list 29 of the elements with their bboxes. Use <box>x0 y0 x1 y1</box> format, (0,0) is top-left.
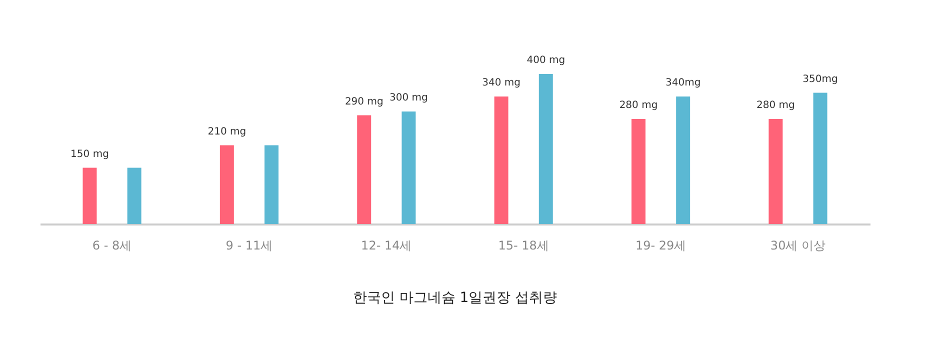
data-label: 280 mg <box>619 100 658 111</box>
bar <box>82 168 97 224</box>
x-tick-label: 9 - 11세 <box>226 238 273 252</box>
bar <box>357 115 372 224</box>
bar <box>220 145 234 224</box>
data-label: 340 mg <box>482 78 520 88</box>
text: 한국인 마그네슘 1일권장 섭취량 <box>352 290 558 306</box>
bar <box>127 168 142 224</box>
bar <box>631 119 646 224</box>
data-label: 210 mg <box>208 126 246 138</box>
x-tick-label: 6 - 8세 <box>92 238 132 252</box>
data-label: 350mg <box>802 74 838 85</box>
bar <box>402 112 416 224</box>
data-label: 150 mg <box>70 148 109 160</box>
x-tick-label: 15- 18세 <box>498 238 549 252</box>
x-tick-label: 19- 29세 <box>635 238 686 252</box>
bar <box>264 145 279 224</box>
data-label: 280 mg <box>756 100 795 111</box>
data-label: 400 mg <box>526 55 566 66</box>
data-label: 290 mg <box>344 96 384 108</box>
bar <box>768 119 783 224</box>
x-tick-label: 12- 14세 <box>361 238 412 252</box>
data-label: 340mg <box>665 78 701 88</box>
bar <box>676 96 690 224</box>
bar <box>494 96 508 224</box>
data-label: 300 mg <box>390 92 428 104</box>
bar <box>538 74 553 224</box>
bar <box>813 92 828 224</box>
x-tick-label: 30세 이상 <box>770 238 826 252</box>
